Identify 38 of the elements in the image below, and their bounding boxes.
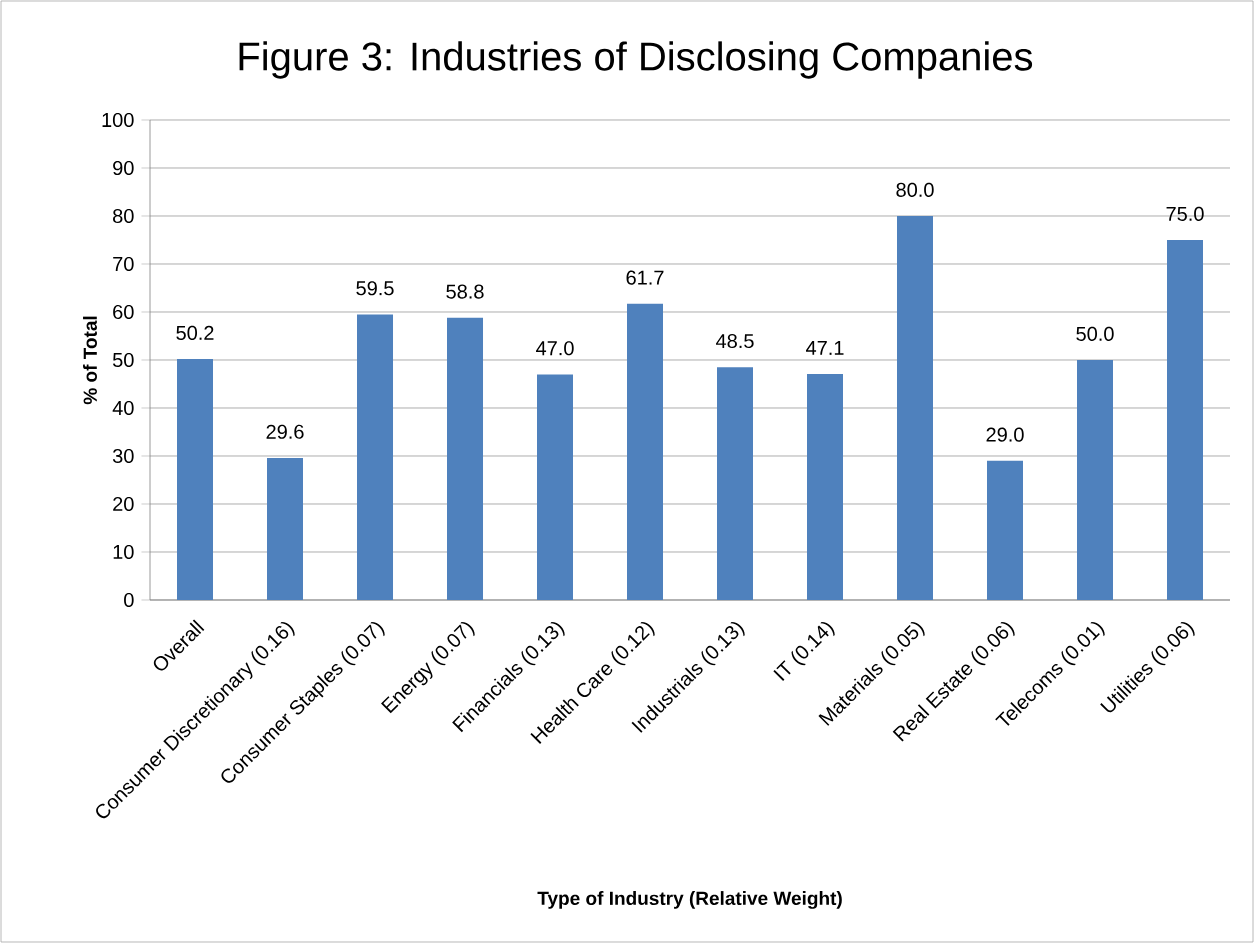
data-label: 47.1 bbox=[806, 341, 844, 355]
bar bbox=[447, 317, 484, 600]
y-tick-label: 0 bbox=[124, 592, 134, 608]
data-label: 59.5 bbox=[356, 281, 394, 296]
y-tick-label: 30 bbox=[112, 448, 134, 464]
y-tick-label: 40 bbox=[112, 400, 134, 416]
bar bbox=[537, 374, 574, 600]
y-tick-label: 100 bbox=[102, 112, 134, 128]
bar bbox=[1077, 359, 1113, 600]
data-label: 48.5 bbox=[716, 333, 754, 349]
y-tick-label: 60 bbox=[113, 304, 134, 320]
data-label: 50.2 bbox=[176, 325, 214, 340]
data-label: 50.0 bbox=[1076, 326, 1114, 341]
bar bbox=[267, 457, 303, 600]
bar bbox=[627, 303, 664, 600]
data-label: 58.8 bbox=[446, 284, 484, 299]
x-axis-title: Type of Industry (Relative Weight) bbox=[537, 891, 842, 909]
bar bbox=[717, 367, 753, 600]
y-tick-label: 10 bbox=[113, 544, 134, 560]
y-tick-label: 90 bbox=[113, 160, 134, 176]
data-label: 61.7 bbox=[626, 270, 664, 285]
data-label: 29.6 bbox=[266, 424, 304, 439]
bar bbox=[177, 359, 213, 600]
bar bbox=[357, 314, 394, 600]
y-tick-label: 80 bbox=[113, 208, 134, 224]
data-label: 47.0 bbox=[536, 341, 574, 356]
bar bbox=[897, 215, 933, 600]
y-tick-label: 70 bbox=[113, 256, 134, 272]
bar bbox=[807, 373, 843, 600]
y-tick-label: 50 bbox=[112, 352, 134, 368]
data-label: 75.0 bbox=[1166, 206, 1204, 221]
y-tick-label: 20 bbox=[113, 496, 134, 512]
data-label: 80.0 bbox=[896, 182, 934, 197]
bar bbox=[987, 460, 1023, 600]
data-label: 29.0 bbox=[986, 427, 1024, 442]
chart-title: Figure 3: Industries of Disclosing Companies bbox=[239, 41, 1033, 79]
bar bbox=[1167, 239, 1203, 600]
y-axis-title: % of Total bbox=[83, 316, 97, 405]
